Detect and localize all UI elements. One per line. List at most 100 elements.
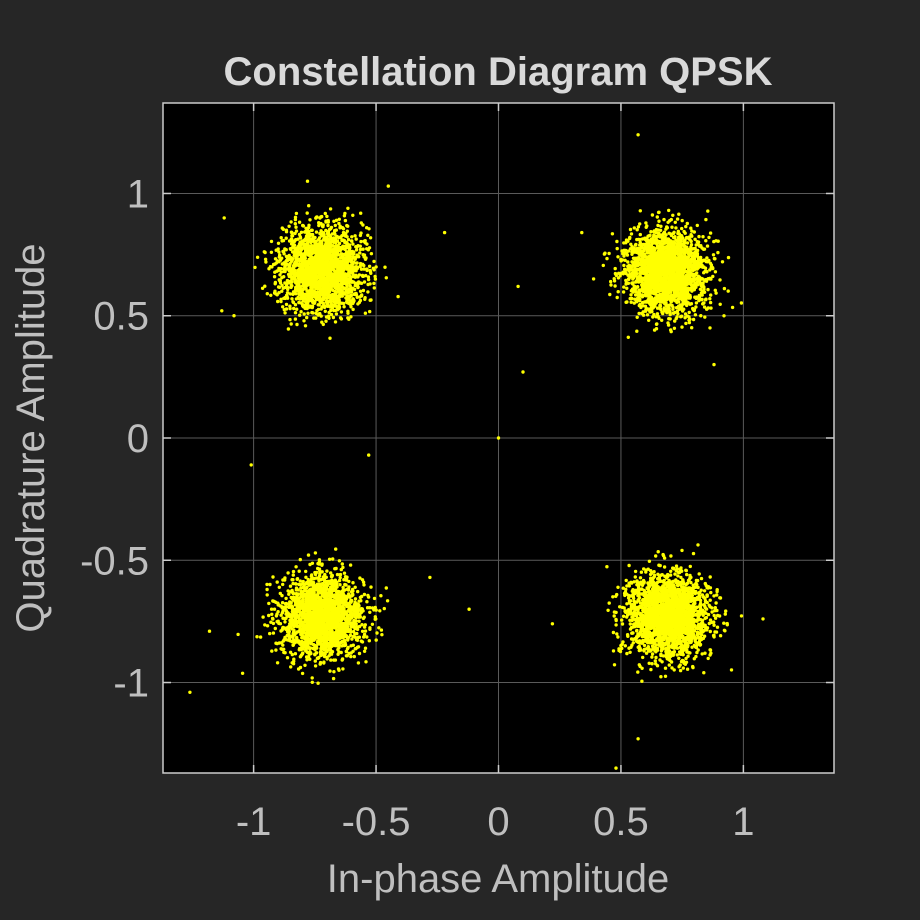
scatter-point (316, 275, 320, 280)
scatter-point (315, 263, 319, 267)
scatter-point (291, 569, 296, 574)
scatter-point (351, 286, 355, 290)
scatter-point (305, 211, 309, 215)
scatter-point (358, 261, 363, 266)
scatter-point (289, 590, 293, 594)
scatter-point (287, 224, 291, 228)
scatter-point (305, 263, 310, 268)
scatter-point (369, 252, 374, 256)
scatter-point (366, 290, 370, 294)
scatter-point (350, 235, 354, 239)
scatter-point (325, 254, 330, 259)
scatter-point (327, 622, 332, 626)
scatter-point (313, 622, 317, 626)
scatter-point (729, 668, 734, 672)
scatter-point (329, 594, 333, 598)
scatter-point (280, 593, 284, 598)
scatter-point (329, 571, 333, 575)
scatter-point (337, 221, 341, 226)
scatter-point (270, 612, 274, 616)
scatter-point (335, 585, 339, 589)
scatter-point (605, 565, 609, 569)
scatter-point (354, 615, 358, 620)
scatter-point (292, 245, 296, 249)
scatter-point (298, 628, 303, 632)
scatter-point (327, 248, 331, 252)
scatter-point (302, 274, 307, 279)
scatter-point (346, 594, 350, 599)
scatter-point (298, 655, 303, 659)
scatter-point (358, 233, 363, 238)
scatter-point (346, 238, 351, 242)
scatter-point (268, 582, 272, 587)
scatter-point (332, 219, 336, 223)
scatter-point (611, 595, 615, 599)
scatter-point (271, 262, 276, 267)
scatter-point (329, 574, 334, 579)
scatter-point (367, 246, 372, 250)
scatter-point (281, 582, 285, 587)
scatter-point (346, 609, 350, 613)
scatter-point (258, 635, 263, 639)
scatter-point (291, 592, 296, 596)
scatter-point (293, 222, 297, 226)
scatter-point (282, 269, 286, 274)
scatter-point (342, 602, 347, 606)
scatter-point (299, 272, 303, 276)
scatter-point (333, 245, 338, 249)
scatter-point (294, 225, 298, 229)
scatter-point (278, 279, 282, 283)
scatter-point (353, 597, 358, 601)
scatter-point (293, 311, 298, 315)
scatter-point (300, 239, 305, 243)
scatter-point (293, 608, 297, 612)
scatter-point (291, 578, 295, 582)
scatter-point (303, 324, 308, 328)
scatter-point (306, 279, 311, 283)
scatter-point (301, 252, 305, 256)
scatter-point (358, 298, 363, 303)
scatter-point (312, 294, 316, 298)
scatter-point (353, 632, 357, 636)
scatter-point (362, 592, 367, 597)
scatter-point (363, 296, 367, 300)
scatter-point (293, 582, 298, 586)
scatter-point (340, 275, 345, 280)
scatter-point (305, 632, 309, 636)
scatter-point (316, 608, 320, 613)
scatter-point (351, 643, 355, 647)
scatter-point (307, 223, 311, 227)
scatter-point (314, 316, 318, 320)
scatter-point (327, 611, 331, 615)
scatter-point (281, 238, 286, 243)
scatter-point (292, 239, 297, 243)
scatter-point (341, 667, 345, 671)
scatter-point (359, 281, 364, 285)
scatter-point (327, 631, 331, 635)
scatter-point (317, 244, 322, 248)
scatter-point (330, 244, 334, 248)
scatter-point (298, 665, 303, 670)
scatter-point (288, 317, 292, 322)
scatter-point (305, 658, 309, 662)
scatter-point (300, 652, 305, 656)
scatter-point (269, 293, 273, 297)
scatter-point (290, 242, 295, 246)
scatter-point (361, 609, 365, 613)
scatter-point (332, 282, 336, 286)
scatter-point (324, 575, 328, 579)
scatter-point (310, 676, 314, 680)
scatter-point (352, 654, 356, 659)
scatter-point (639, 570, 644, 574)
scatter-point (320, 644, 324, 649)
scatter-point (336, 652, 340, 656)
scatter-point (311, 239, 316, 243)
scatter-point (280, 289, 284, 293)
scatter-point (313, 631, 317, 635)
scatter-point (354, 237, 358, 241)
scatter-point (307, 248, 311, 252)
scatter-point (332, 250, 337, 254)
scatter-point (312, 281, 317, 285)
scatter-point (316, 576, 321, 580)
scatter-point (304, 655, 309, 659)
